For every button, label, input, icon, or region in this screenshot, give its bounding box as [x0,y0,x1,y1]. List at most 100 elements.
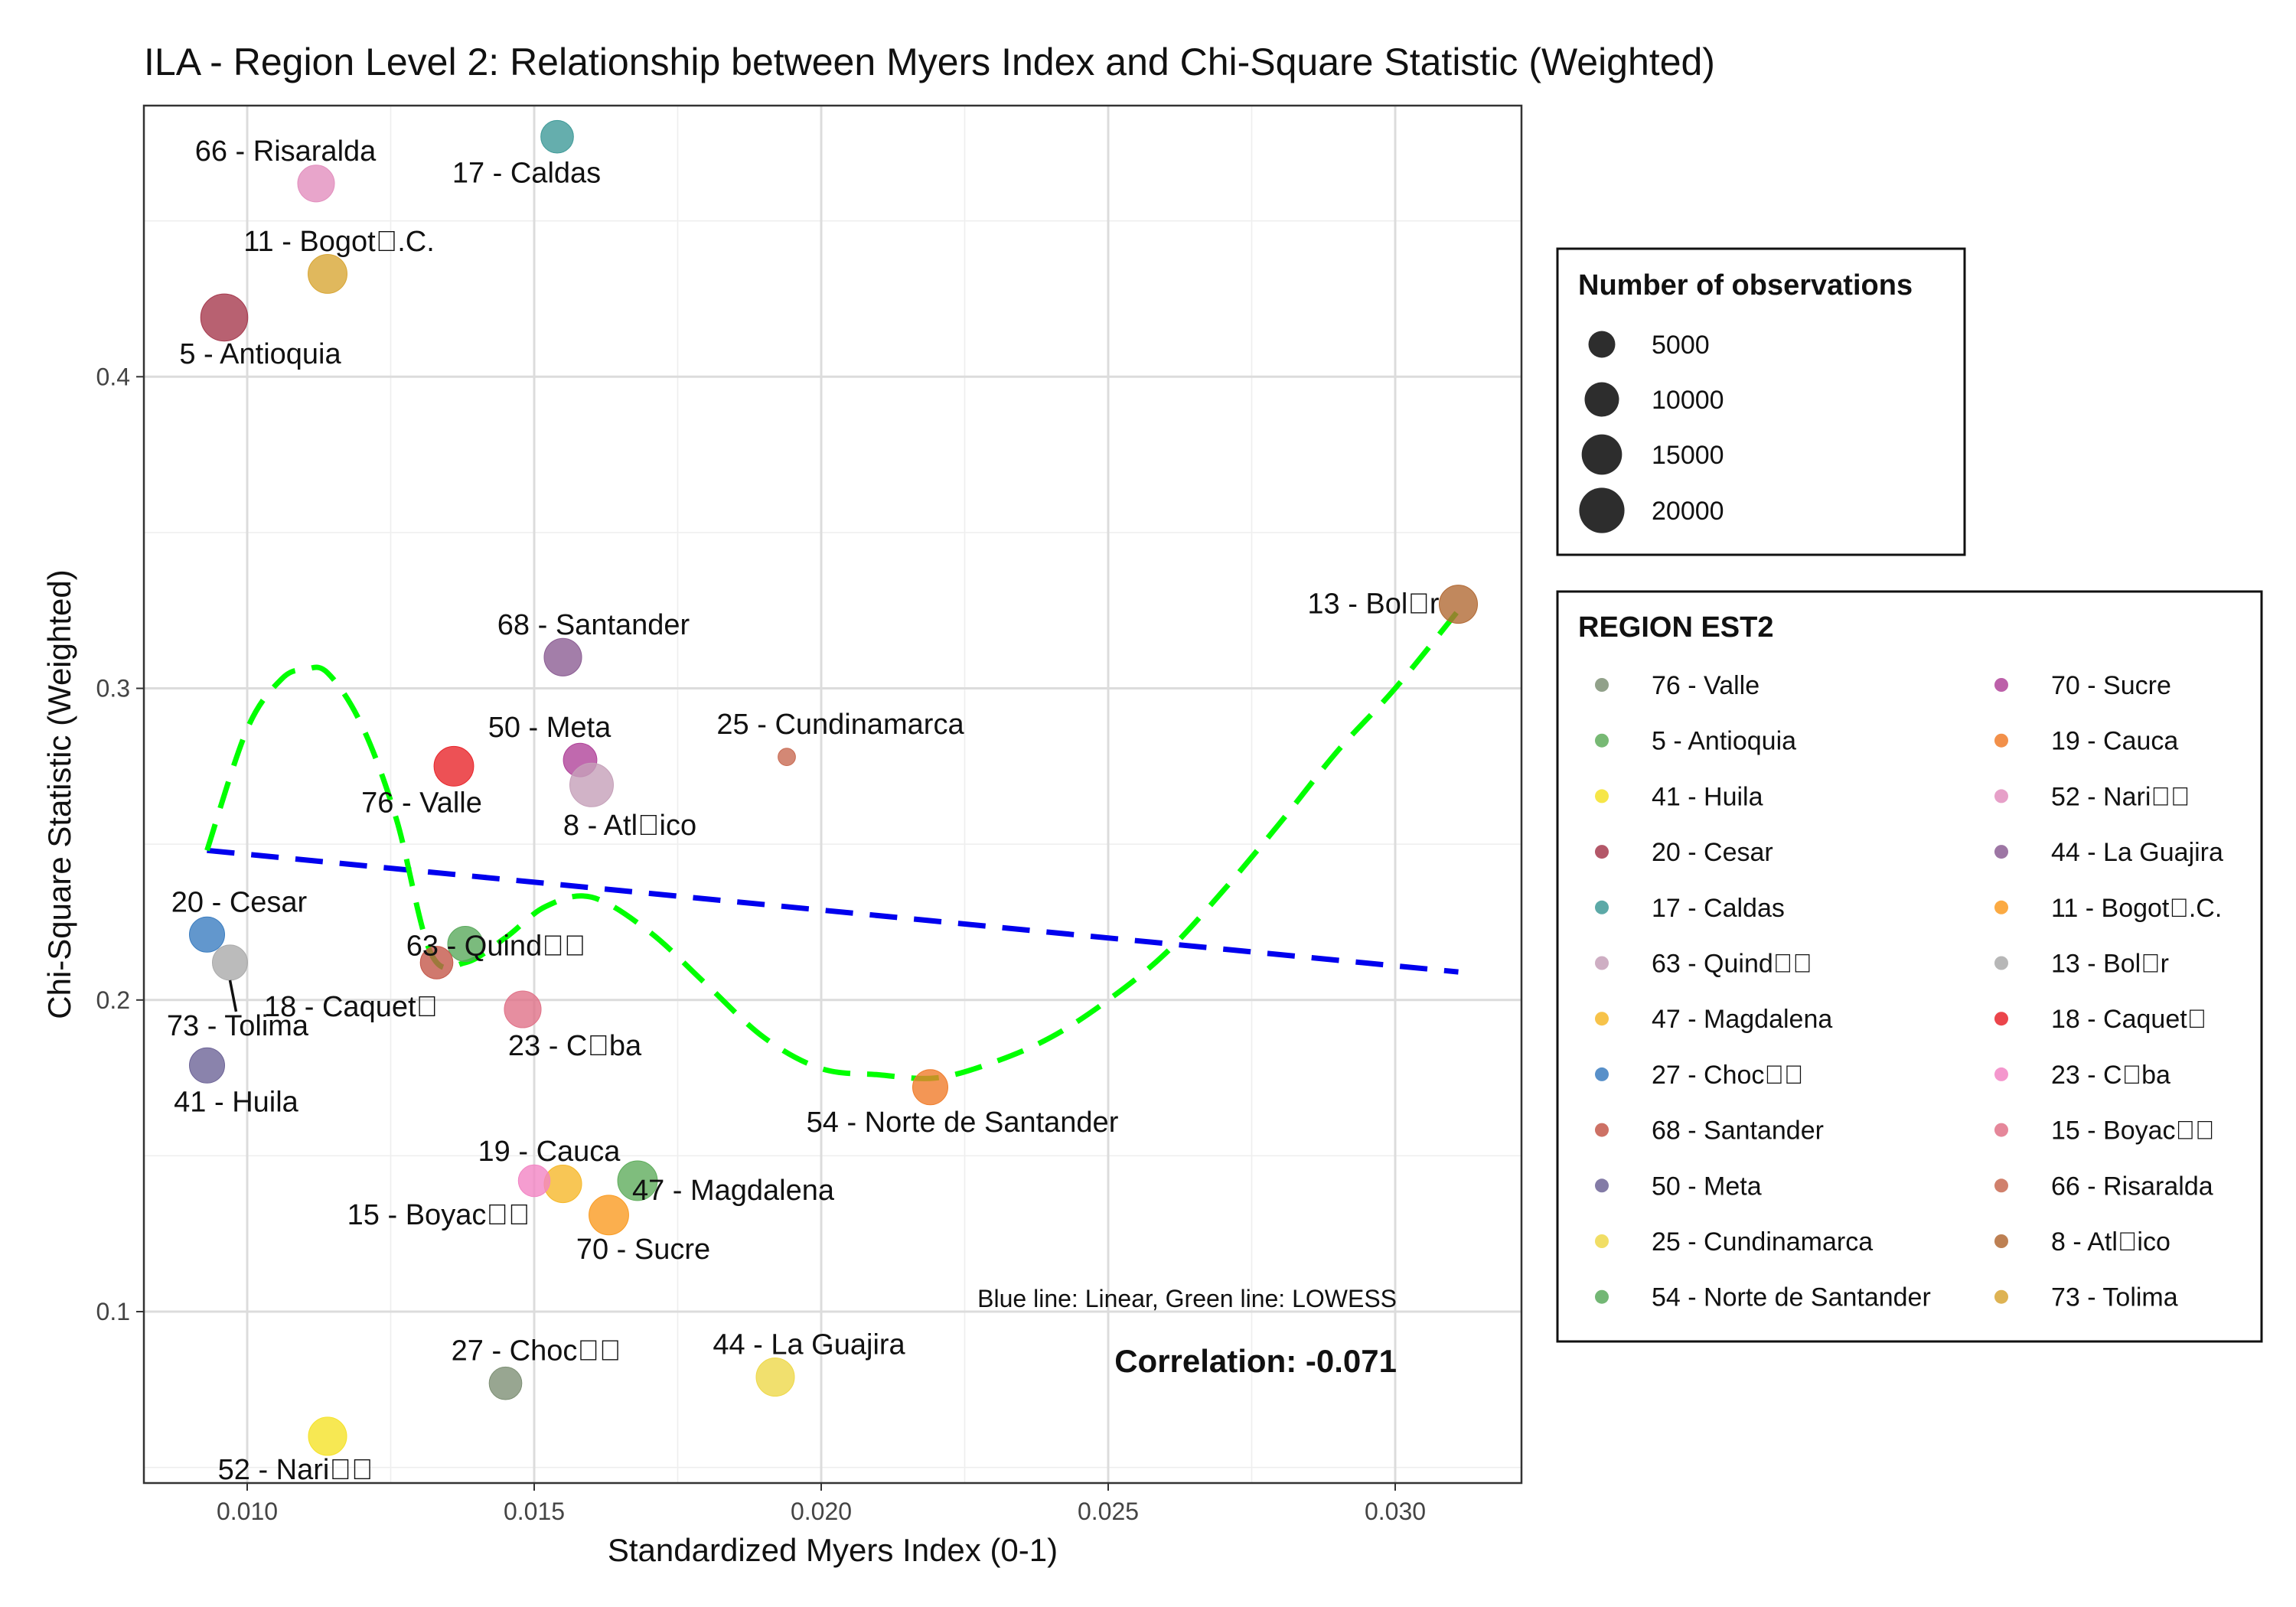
size-legend-label: 5000 [1652,331,1710,360]
region-legend-swatch [1994,845,2008,859]
region-legend-swatch [1994,733,2008,748]
region-legend-swatch [1595,678,1609,692]
region-legend-label: 76 - Valle [1652,671,1760,700]
point-label: 41 - Huila [174,1086,298,1118]
data-point [297,165,335,203]
fit-lines-note: Blue line: Linear, Green line: LOWESS [977,1285,1397,1312]
point-label: 73 - Tolima [167,1010,309,1042]
size-legend-label: 15000 [1652,441,1724,470]
data-point [778,748,796,767]
region-legend-box [1556,590,2263,1343]
point-label: 19 - Cauca [478,1136,621,1168]
region-legend-label: 68 - Santander [1652,1116,1824,1146]
region-legend-label: 50 - Meta [1652,1172,1762,1201]
data-point [569,762,614,807]
region-legend-label: 25 - Cundinamarca [1652,1227,1873,1257]
size-legend-circle [1581,434,1623,475]
size-legend-circle [1588,331,1616,358]
data-point [189,1047,225,1084]
region-legend-swatch [1595,900,1609,914]
region-legend-swatch [1595,1012,1609,1026]
region-legend-swatch [1994,956,2008,970]
region-legend-label: 70 - Sucre [2051,671,2171,700]
data-point [200,293,249,342]
region-legend-swatch [1994,1012,2008,1026]
size-legend-circle [1579,487,1625,533]
y-tick-label: 0.4 [96,363,130,390]
region-legend-swatch [1595,1123,1609,1137]
point-label: 47 - Magdalena [632,1175,835,1207]
region-legend-swatch [1994,1178,2008,1193]
region-legend-swatch [1595,1178,1609,1193]
plot-panel-border [142,104,1523,1485]
point-label: 25 - Cundinamarca [716,709,964,741]
region-legend-label: 47 - Magdalena [1652,1005,1832,1034]
region-legend-swatch [1994,1123,2008,1137]
data-point [504,990,542,1028]
axes: 0.010 0.015 0.020 0.025 0.030 0.1 0.2 0.3 0.4 [96,363,1427,1525]
point-label: 5 - Antioquia [179,338,341,370]
y-tick-label: 0.3 [96,675,130,702]
point-label: 66 - Risaralda [195,135,377,168]
point-label: 17 - Caldas [452,158,601,190]
x-tick-label: 0.015 [504,1498,565,1525]
data-point [755,1358,795,1397]
data-point [189,916,225,953]
region-legend-label: 5 - Antioquia [1652,727,1796,756]
region-legend-swatch [1994,1289,2008,1304]
region-legend-swatch [1595,845,1609,859]
region-legend-label: 66 - Risaralda [2051,1172,2213,1201]
region-legend-items: 76 - Valle 5 - Antioquia 41 - Huila 20 - C… [1595,671,2223,1312]
lowess-fit-line [204,608,1461,1081]
data-point [419,946,454,980]
correlation-annotation: Correlation: -0.071 [1114,1343,1397,1379]
data-point [589,1195,629,1236]
x-axis-title: Standardized Myers Index (0-1) [608,1532,1058,1568]
size-legend: Number of observations 5000 10000 15000 200… [1556,247,1966,556]
y-tick-label: 0.1 [96,1298,130,1325]
region-legend-swatch [1994,678,2008,692]
data-points [189,119,1478,1456]
point-label: 63 - Quind   [406,930,585,962]
point-label: 11 - Bogot .C. [243,226,435,258]
region-legend-swatch [1994,1234,2008,1248]
point-label: 23 - C ba [508,1030,642,1062]
point-label: 52 - Nari   [218,1454,373,1486]
data-point [543,637,582,676]
y-tick-label: 0.2 [96,986,130,1014]
point-label: 27 - Choc   [452,1335,621,1367]
region-legend-label: 20 - Cesar [1652,838,1773,867]
y-axis-title: Chi-Square Statistic (Weighted) [41,569,77,1019]
region-legend-label: 11 - Bogot .C. [2051,894,2222,923]
chart-title: ILA - Region Level 2: Relationship betwe… [144,41,1715,83]
region-legend-swatch [1994,789,2008,804]
plot-panel-background [144,106,1521,1483]
point-label: 54 - Norte de Santander [807,1107,1119,1139]
region-legend-label: 54 - Norte de Santander [1652,1283,1931,1312]
point-label: 68 - Santander [497,609,690,641]
region-legend-label: 18 - Caquet  [2051,1005,2206,1034]
x-tick-label: 0.020 [791,1498,852,1525]
fit-lines [204,608,1461,1081]
region-legend-label: 19 - Cauca [2051,727,2178,756]
size-legend-box [1556,247,1966,556]
x-tick-label: 0.025 [1078,1498,1139,1525]
region-legend: REGION EST2 76 - Valle 5 - Antioquia 41 -… [1556,590,2263,1343]
data-point [488,1366,523,1400]
point-label: 13 - Bol r [1307,588,1439,621]
data-point [308,1416,347,1456]
point-label: 76 - Valle [361,787,482,819]
region-legend-swatch [1595,1234,1609,1248]
label-leader-line [228,980,238,1012]
region-legend-label: 8 - Atl ico [2051,1227,2170,1257]
region-legend-label: 41 - Huila [1652,782,1763,811]
data-point [433,745,475,787]
point-label: 44 - La Guajira [713,1329,905,1361]
linear-fit-line [207,847,1459,975]
region-legend-swatch [1595,956,1609,970]
region-legend-swatch [1595,733,1609,748]
point-label: 70 - Sucre [576,1234,710,1266]
point-label: 15 - Boyac   [347,1199,530,1231]
data-point [447,925,484,962]
